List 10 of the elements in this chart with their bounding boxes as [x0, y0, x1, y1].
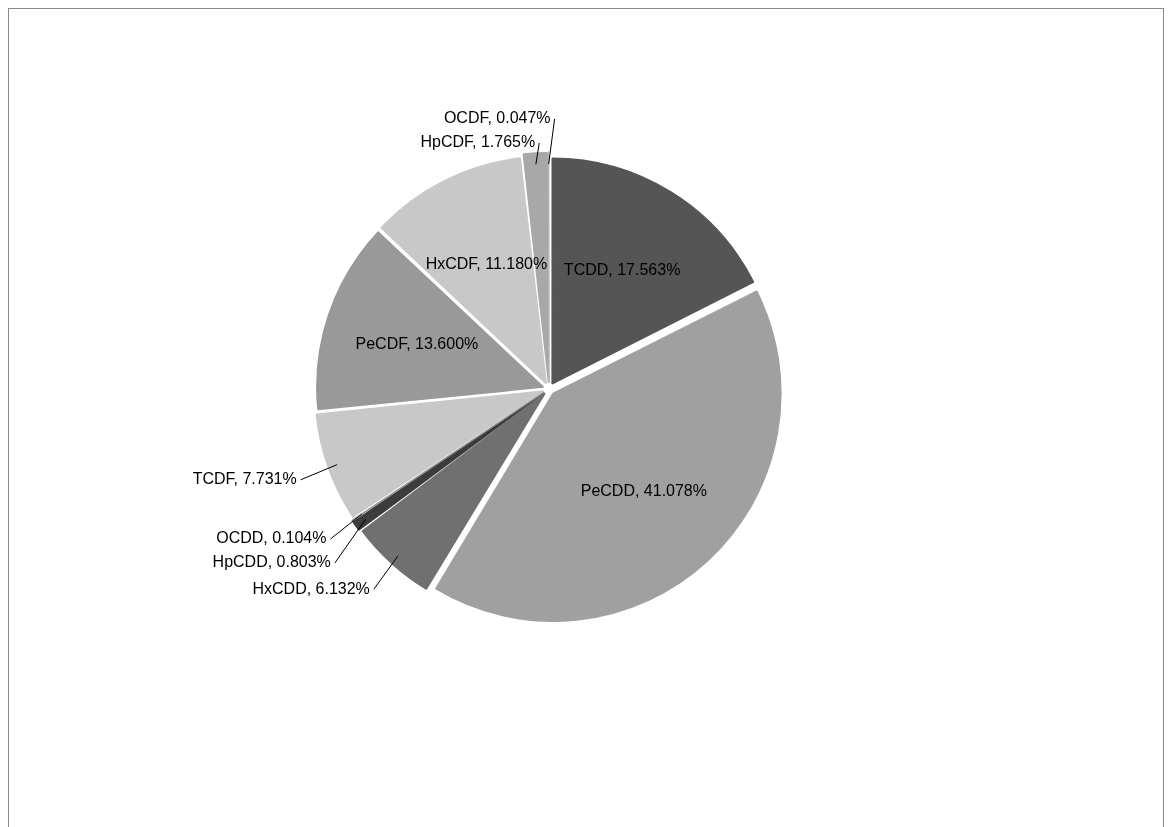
slice-label: HxCDF, 11.180% — [425, 254, 548, 272]
slice-label: PeCDF, 13.600% — [355, 334, 479, 352]
slice-label: PeCDD, 41.078% — [580, 481, 707, 499]
slice-label: TCDD, 17.563% — [563, 260, 681, 278]
slice-label: OCDD, 0.104% — [216, 529, 327, 547]
slice-label: HxCDD, 6.132% — [252, 579, 370, 597]
slice-label: HpCDF, 1.765% — [420, 133, 536, 151]
slice-label: TCDF, 7.731% — [192, 470, 297, 488]
slice-label: OCDF, 0.047% — [443, 109, 551, 127]
slice-label: HpCDD, 0.803% — [212, 553, 331, 571]
